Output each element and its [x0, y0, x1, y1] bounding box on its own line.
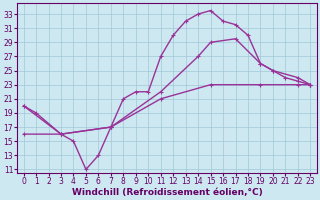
- X-axis label: Windchill (Refroidissement éolien,°C): Windchill (Refroidissement éolien,°C): [72, 188, 262, 197]
